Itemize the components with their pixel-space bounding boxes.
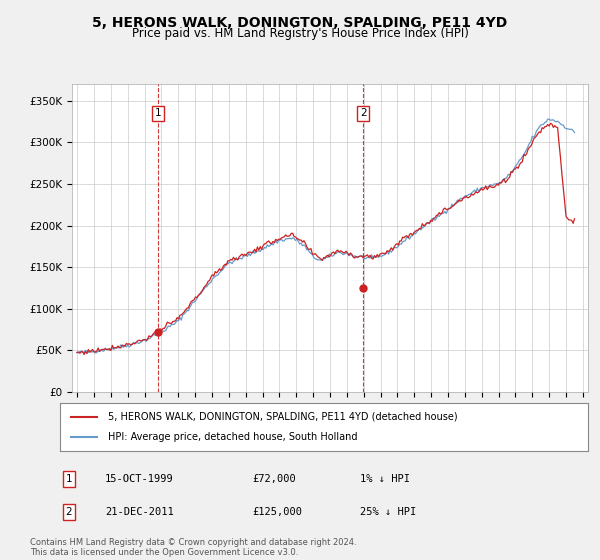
Text: 25% ↓ HPI: 25% ↓ HPI [360,507,416,517]
Text: 1: 1 [155,108,161,118]
Text: Price paid vs. HM Land Registry's House Price Index (HPI): Price paid vs. HM Land Registry's House … [131,27,469,40]
Text: £72,000: £72,000 [252,474,296,484]
Text: 1: 1 [65,474,73,484]
Text: 15-OCT-1999: 15-OCT-1999 [105,474,174,484]
Text: 5, HERONS WALK, DONINGTON, SPALDING, PE11 4YD (detached house): 5, HERONS WALK, DONINGTON, SPALDING, PE1… [107,412,457,422]
Text: £125,000: £125,000 [252,507,302,517]
Text: 2: 2 [65,507,73,517]
Text: Contains HM Land Registry data © Crown copyright and database right 2024.
This d: Contains HM Land Registry data © Crown c… [30,538,356,557]
Text: 1% ↓ HPI: 1% ↓ HPI [360,474,410,484]
Text: HPI: Average price, detached house, South Holland: HPI: Average price, detached house, Sout… [107,432,357,442]
Text: 21-DEC-2011: 21-DEC-2011 [105,507,174,517]
Text: 5, HERONS WALK, DONINGTON, SPALDING, PE11 4YD: 5, HERONS WALK, DONINGTON, SPALDING, PE1… [92,16,508,30]
Text: 2: 2 [360,108,367,118]
